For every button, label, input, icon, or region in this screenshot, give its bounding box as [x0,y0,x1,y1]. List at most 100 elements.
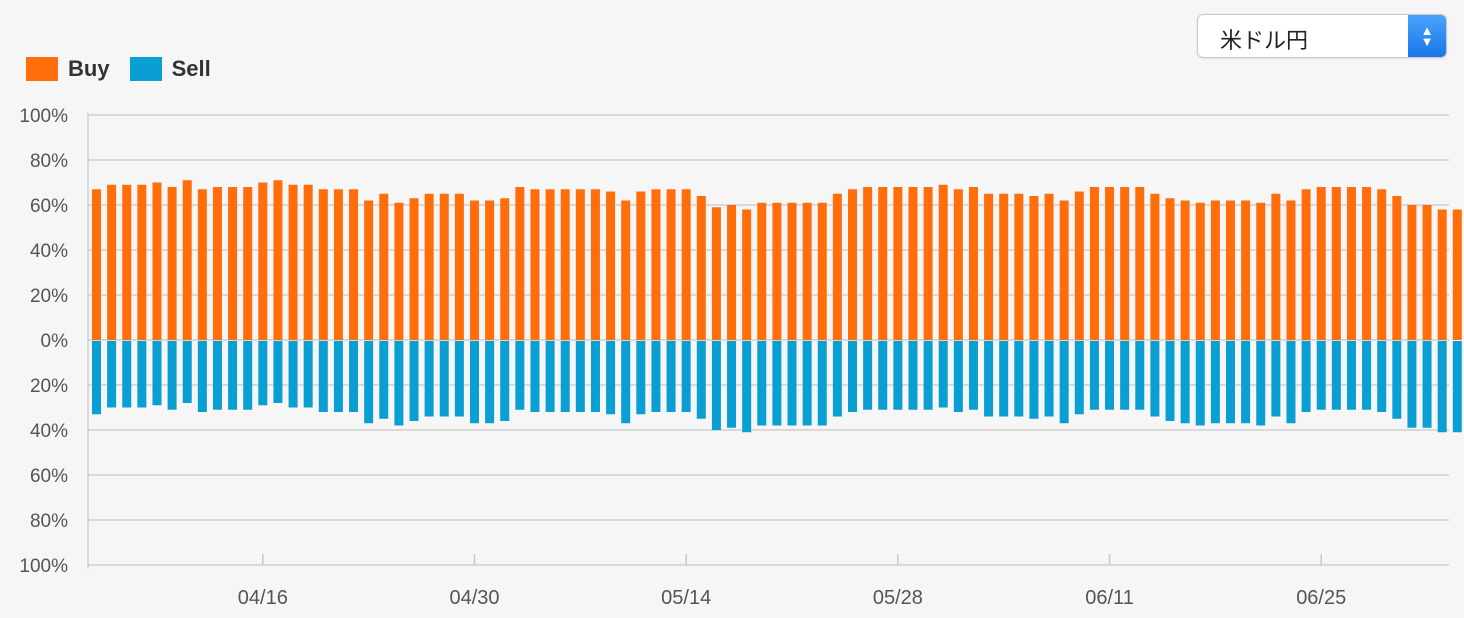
sell-bar [1044,341,1054,417]
x-axis-ticks: 04/16 04/30 05/14 05/28 06/11 06/25 [238,554,1346,609]
buy-bar [832,193,842,340]
sell-bar [651,341,661,412]
sell-bar [1346,341,1356,410]
buy-bar [848,189,857,340]
sell-bar [984,341,994,417]
buy-bar [1392,196,1402,340]
sell-bar [938,341,948,408]
sell-bar [923,341,933,410]
buy-bar [122,184,132,340]
sell-bar [621,341,631,424]
legend-label-buy: Buy [68,56,110,81]
buy-bar [1195,202,1205,340]
sell-bar [303,341,313,408]
buy-bar [1301,189,1311,340]
buy-bar [167,187,177,340]
sell-bar [575,341,585,412]
x-tick-label: 06/11 [1085,587,1134,609]
sell-bar [1452,341,1462,433]
buy-bar [1346,187,1356,340]
legend-swatch-sell [129,57,162,81]
sell-bar [1422,341,1432,428]
buy-bar [530,189,540,340]
buy-bar [1437,209,1447,340]
sell-bar [757,341,767,426]
sell-bar [122,341,132,408]
sell-bar [152,341,162,406]
y-axis-tick-labels: 100% 80% 60% 40% 20% 0% 20% 40% 60% 80% 100% [19,106,68,577]
sell-bar [1241,341,1251,424]
buy-bar [1331,187,1341,340]
buy-bar [923,187,933,340]
sell-bar [590,341,600,412]
buy-bar [394,202,404,340]
buy-bar [590,189,600,340]
sell-bar [212,341,222,410]
buy-bar [560,189,570,340]
sell-bar [1210,341,1220,424]
buy-bar [953,189,963,340]
buy-bar [1059,200,1069,340]
sell-bar [893,341,903,410]
legend-label-sell: Sell [171,56,211,81]
buy-bar [1362,187,1372,340]
x-tick-label: 04/16 [238,587,288,609]
buy-bar [197,189,207,340]
sell-bar [1135,341,1145,410]
buy-bar [908,187,918,340]
buy-bar [1120,187,1130,340]
sell-bar [742,341,752,433]
sell-bar [1195,341,1205,426]
y-tick-label: 80% [30,151,68,172]
sell-bar [545,341,555,412]
up-down-arrows-icon[interactable]: ▲ ▼ [1408,15,1446,57]
buy-bar [424,193,434,340]
buy-bar [863,187,873,340]
buy-bar [485,200,495,340]
sell-bar [485,341,495,424]
sell-bar [1377,341,1387,412]
sell-bar [1074,341,1084,415]
sell-bar [409,341,419,421]
x-tick-label: 04/30 [449,587,499,609]
buy-bar [228,187,238,340]
legend-swatch-buy [26,57,58,81]
buy-bar [1377,189,1387,340]
sell-bar [696,341,706,419]
buy-bar [92,189,101,340]
sell-bar [606,341,616,415]
buy-bar [318,189,328,340]
buy-bar [1422,205,1432,340]
y-tick-label: 40% [30,421,68,442]
sell-bar [530,341,540,412]
buy-bar [878,187,888,340]
sell-bar [953,341,963,412]
sell-bar [908,341,918,410]
sell-bar [1256,341,1266,426]
sell-bar [727,341,737,428]
sell-bar [787,341,797,426]
x-tick-label: 05/14 [661,587,711,609]
y-tick-label: 40% [30,241,68,262]
buy-bar [968,187,978,340]
sell-bar [424,341,434,417]
buy-bar [1135,187,1145,340]
buy-bar [545,189,555,340]
buy-bar [621,200,631,340]
currency-pair-select[interactable]: 米ドル円 ▲ ▼ [1197,14,1447,58]
buy-bar [1089,187,1099,340]
sell-bar [1271,341,1281,417]
buy-bar [711,207,721,340]
y-tick-label: 100% [19,106,68,127]
sell-bar [500,341,510,421]
buy-bar [1014,193,1024,340]
sell-bar [1059,341,1069,424]
sell-bar [333,341,343,412]
x-tick-label: 05/28 [873,587,923,609]
sell-bar [817,341,827,426]
sell-bar [1089,341,1099,410]
sell-bar [711,341,721,430]
buy-bar [893,187,903,340]
buy-bar [606,191,616,340]
